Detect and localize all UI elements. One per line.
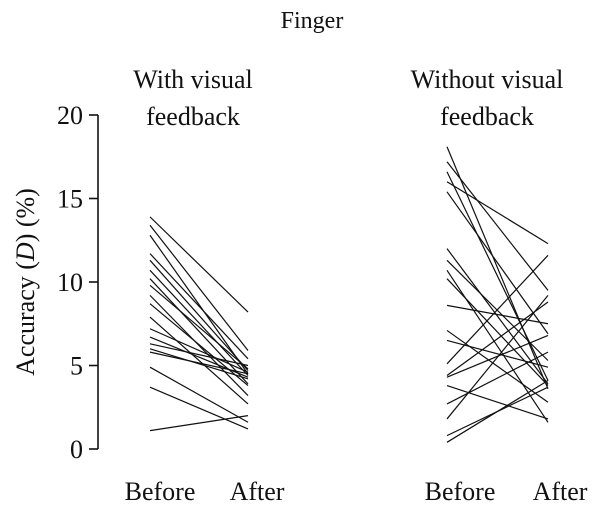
subject-line	[149, 269, 249, 376]
subject-line	[149, 415, 249, 432]
y-tick-label: 10	[57, 268, 83, 297]
y-axis-label-italic: D	[11, 242, 40, 262]
subject-line	[446, 171, 549, 381]
subject-line	[149, 366, 249, 423]
subject-line	[446, 146, 549, 390]
subject-line	[149, 234, 249, 375]
y-ticks: 0 5 10 15 20	[57, 101, 98, 464]
subject-line	[446, 304, 549, 325]
subject-line	[446, 191, 549, 335]
x-tick-label-before: Before	[125, 477, 196, 506]
panel-left-label-line2: feedback	[146, 102, 240, 131]
subject-line	[149, 316, 249, 405]
y-tick-label: 5	[70, 352, 83, 381]
subject-line	[446, 301, 549, 377]
subject-line	[149, 216, 249, 313]
panel-right-label-line1: Without visual	[411, 65, 564, 94]
subject-line	[446, 278, 549, 386]
subject-line	[446, 384, 549, 420]
subject-line	[149, 294, 249, 396]
x-ticks: Before After Before After	[125, 477, 588, 506]
subject-line	[149, 386, 249, 430]
x-tick-label-after: After	[230, 477, 285, 506]
subject-line	[446, 351, 549, 405]
subject-line	[149, 259, 249, 371]
subject-lines	[149, 146, 549, 443]
x-tick-label-before: Before	[425, 477, 496, 506]
subject-line	[446, 181, 549, 245]
y-tick-label: 20	[57, 101, 83, 130]
subject-line	[446, 254, 549, 365]
subject-line	[446, 294, 549, 420]
y-tick-label: 0	[70, 435, 83, 464]
subject-line	[446, 380, 549, 443]
y-axis-label-suffix: ) (%)	[11, 188, 40, 242]
subject-line	[149, 303, 249, 387]
subject-line	[149, 278, 249, 385]
subject-line	[149, 351, 249, 375]
subject-line	[149, 284, 249, 370]
subject-line	[149, 348, 249, 380]
y-axis-label-prefix: Accuracy (	[11, 261, 40, 376]
subject-line	[149, 224, 249, 351]
chart-title: Finger	[281, 8, 344, 34]
y-axis-label: Accuracy (D) (%)	[11, 188, 40, 376]
panel-left-label-line1: With visual	[133, 65, 253, 94]
subject-line	[446, 161, 549, 291]
panel-right-label-line2: feedback	[440, 102, 534, 131]
y-tick-label: 15	[57, 185, 83, 214]
x-tick-label-after: After	[533, 477, 588, 506]
subject-line	[149, 343, 249, 367]
subject-line	[149, 253, 249, 360]
subject-line	[149, 328, 249, 373]
